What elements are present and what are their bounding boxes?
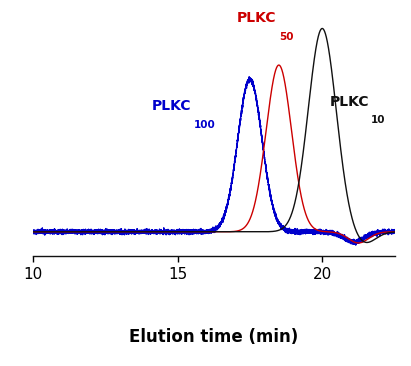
Text: Elution time (min): Elution time (min) (129, 328, 298, 346)
Text: PLKC: PLKC (237, 11, 277, 26)
Text: 10: 10 (371, 115, 386, 125)
Text: 100: 100 (194, 120, 216, 130)
Text: 50: 50 (279, 32, 293, 42)
Text: PLKC: PLKC (152, 100, 192, 113)
Text: PLKC: PLKC (330, 95, 369, 109)
